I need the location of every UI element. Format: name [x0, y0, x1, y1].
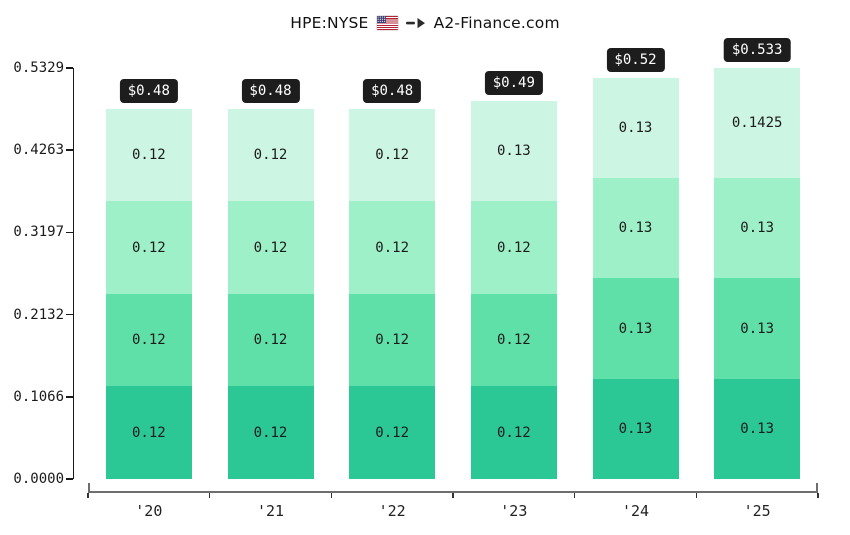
y-axis-tick [66, 231, 73, 234]
bar-segment-22-4: 0.12 [349, 108, 436, 202]
total-dividend-badge: $0.48 [363, 78, 422, 103]
y-axis-tick-label: 0.3197 [13, 224, 64, 241]
x-axis-line [88, 491, 818, 493]
bar-segment-22-3: 0.12 [349, 201, 436, 294]
bar-segment-21-4: 0.12 [227, 108, 314, 202]
chart-title: HPE:NYSE A2-Finance.com [0, 14, 850, 32]
y-axis-tick-label: 0.2132 [13, 306, 64, 323]
y-axis-tick-label: 0.1066 [13, 388, 64, 405]
total-dividend-badge: $0.533 [723, 38, 791, 63]
bar-segment-23-1: 0.12 [470, 386, 557, 479]
bar-segment-23-4: 0.13 [470, 101, 557, 202]
bar-segment-23-3: 0.12 [470, 201, 557, 294]
bar-segment-22-2: 0.12 [349, 293, 436, 387]
bar-segment-20-1: 0.12 [105, 386, 192, 479]
x-axis-tick [452, 493, 454, 498]
y-axis-tick [66, 478, 73, 480]
bar-segment-25-2: 0.13 [714, 278, 801, 379]
bar-segment-21-2: 0.12 [227, 293, 314, 387]
site-name: A2-Finance.com [433, 14, 560, 32]
ticker-symbol: HPE:NYSE [290, 14, 369, 32]
bar-segment-21-3: 0.12 [227, 201, 314, 294]
flag-canton [376, 16, 386, 23]
y-axis-tick [66, 67, 73, 69]
bar-segment-25-4: 0.1425 [714, 68, 801, 179]
x-axis-category-label: '25 [743, 502, 771, 520]
bar-segment-24-4: 0.13 [592, 77, 679, 179]
bar-segment-21-1: 0.12 [227, 386, 314, 479]
total-dividend-badge: $0.52 [606, 47, 665, 72]
x-axis-tick [573, 493, 576, 498]
x-axis-category-label: '23 [500, 502, 528, 520]
x-axis-tick [817, 493, 819, 498]
x-axis-tick [87, 493, 89, 498]
y-axis-tick [66, 149, 73, 151]
bar-segment-22-1: 0.12 [349, 386, 436, 479]
y-axis-tick-label: 0.4263 [13, 142, 64, 159]
x-axis-tick [695, 493, 698, 498]
bar-segment-20-3: 0.12 [105, 201, 192, 294]
y-axis-line [72, 68, 74, 479]
bar-segment-24-3: 0.13 [592, 178, 679, 279]
bar-segment-25-3: 0.13 [714, 178, 801, 279]
x-axis-category-label: '24 [621, 502, 650, 520]
x-axis-category-label: '21 [256, 502, 285, 520]
y-axis-tick [66, 396, 73, 398]
x-axis-tick [330, 493, 333, 498]
y-axis-tick-label: 0.5329 [13, 60, 64, 76]
us-flag-icon [376, 16, 398, 30]
total-dividend-badge: $0.48 [241, 78, 300, 103]
bar-segment-20-2: 0.12 [105, 293, 192, 387]
x-axis-endcap [816, 483, 818, 491]
bar-segment-25-1: 0.13 [714, 378, 801, 479]
bar-segment-24-2: 0.13 [592, 278, 679, 379]
total-dividend-badge: $0.49 [484, 71, 543, 96]
bar-segment-20-4: 0.12 [105, 108, 192, 202]
total-dividend-badge: $0.48 [119, 78, 178, 103]
bar-segment-23-2: 0.12 [470, 293, 557, 387]
x-axis-category-label: '20 [135, 502, 163, 520]
right-arrow-icon [405, 18, 425, 29]
bar-segment-24-1: 0.13 [592, 378, 679, 479]
y-axis-tick [66, 313, 73, 316]
x-axis-category-label: '22 [378, 502, 406, 520]
x-axis-tick [208, 493, 211, 498]
y-axis-tick-label: 0.0000 [13, 471, 64, 487]
x-axis-endcap [88, 483, 90, 491]
